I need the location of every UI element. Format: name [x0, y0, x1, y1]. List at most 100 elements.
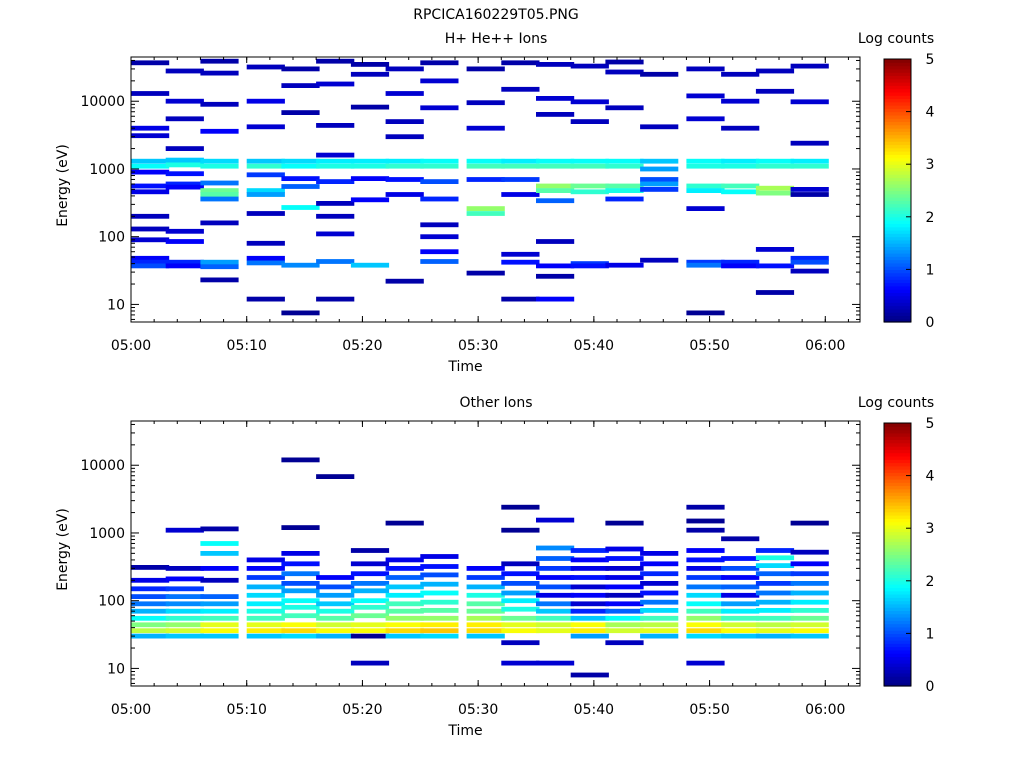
heatmap-cell	[466, 566, 505, 571]
heatmap-cell	[385, 192, 424, 197]
heatmap-cell	[200, 180, 239, 186]
heatmap-cell	[200, 259, 239, 265]
heatmap-cell	[385, 134, 424, 140]
colorbar-segment	[884, 95, 911, 100]
colorbar-segment	[884, 121, 911, 126]
heatmap-cell	[200, 622, 239, 628]
heatmap-cell	[316, 213, 355, 219]
heatmap-cell	[790, 628, 829, 634]
heatmap-cell	[350, 588, 390, 594]
heatmap-cell	[246, 628, 285, 634]
colorbar-tick-label: 5	[926, 416, 935, 432]
heatmap-cell	[131, 169, 170, 175]
heatmap-cell	[246, 158, 285, 164]
heatmap-cell	[200, 101, 239, 107]
colorbar-segment	[884, 256, 911, 261]
colorbar-tick-label: 0	[926, 679, 935, 695]
heatmap-cell	[755, 628, 795, 634]
heatmap-cell	[536, 628, 575, 634]
heatmap-cell	[131, 125, 170, 131]
heatmap-cell	[420, 622, 459, 628]
heatmap-cell	[131, 237, 170, 243]
heatmap-cell	[131, 60, 170, 66]
heatmap-cell	[385, 608, 424, 614]
heatmap-cell	[755, 608, 795, 613]
heatmap-cell	[686, 660, 725, 666]
heatmap-cell	[721, 628, 760, 634]
heatmap-cell	[686, 93, 725, 99]
colorbar-segment	[884, 587, 911, 592]
colorbar-segment	[884, 124, 911, 129]
colorbar-frame	[883, 422, 912, 687]
colorbar-segment	[884, 200, 911, 205]
heatmap-cell	[536, 622, 575, 628]
heatmap-cell	[721, 163, 760, 169]
heatmap-cell	[570, 615, 609, 621]
heatmap-cell	[605, 163, 644, 169]
colorbar-segment	[884, 203, 911, 208]
heatmap-cell	[721, 575, 760, 580]
colorbar-segment	[884, 151, 911, 155]
colorbar-segment	[884, 439, 911, 444]
heatmap-cell	[466, 270, 505, 276]
heatmap-cell	[721, 622, 760, 628]
heatmap-cell	[200, 594, 239, 599]
colorbar-segment	[884, 554, 911, 559]
heatmap-cell	[570, 548, 609, 553]
heatmap-cell	[350, 628, 390, 634]
heatmap-cell	[316, 58, 355, 64]
heatmap-cell	[165, 608, 204, 614]
heatmap-cell	[536, 575, 575, 580]
colorbar-segment	[884, 544, 911, 549]
heatmap-cell	[790, 615, 829, 621]
heatmap-cell	[605, 188, 644, 193]
heatmap-cell	[131, 633, 170, 639]
heatmap-cell	[281, 176, 320, 181]
heatmap-cell	[420, 564, 459, 569]
heatmap-cell	[501, 259, 540, 265]
heatmap-cell	[246, 163, 285, 169]
heatmap-cell	[466, 575, 505, 580]
heatmap-cell	[200, 628, 239, 634]
heatmap-cell	[131, 577, 170, 583]
heatmap-cell	[570, 63, 609, 69]
heatmap-cell	[385, 66, 424, 72]
colorbar-segment	[884, 613, 911, 618]
heatmap-cell	[466, 633, 505, 639]
heatmap-cell	[501, 581, 540, 586]
heatmap-cell	[605, 584, 644, 590]
colorbar-segment	[884, 91, 911, 96]
heatmap-cell	[640, 622, 679, 628]
heatmap-cell	[501, 598, 540, 604]
colorbar-segment	[884, 659, 911, 664]
heatmap-cell	[165, 259, 204, 265]
heatmap-cell	[755, 622, 795, 628]
colorbar-segment	[884, 292, 911, 297]
x-tick-label: 05:50	[689, 338, 729, 354]
heatmap-cell	[755, 563, 795, 568]
heatmap-cell	[281, 588, 320, 594]
heatmap-cell	[501, 192, 540, 197]
heatmap-cell	[686, 557, 725, 563]
heatmap-cell	[131, 608, 170, 614]
colorbar-segment	[884, 469, 911, 473]
colorbar-segment	[884, 524, 911, 529]
heatmap-cell	[686, 527, 725, 533]
heatmap-cell	[200, 615, 239, 621]
heatmap-cell	[131, 263, 170, 269]
heatmap-cell	[570, 99, 609, 105]
colorbar-segment	[884, 636, 911, 641]
heatmap-cell	[790, 63, 829, 69]
heatmap-cell	[466, 615, 505, 621]
heatmap-cell	[200, 163, 239, 169]
colorbar-segment	[884, 114, 911, 119]
heatmap-cell	[501, 86, 540, 92]
heatmap-cell	[536, 96, 575, 101]
colorbar-segment	[884, 62, 911, 67]
panels: 05:00 05:10 05:20 05:30 05:40 05:50 06:00 Time 1…	[55, 31, 935, 739]
colorbar-segment	[884, 462, 911, 467]
heatmap-cell	[570, 633, 609, 639]
heatmap-cell	[165, 576, 204, 582]
heatmap-cell	[200, 188, 239, 193]
colorbar-label: Log counts	[858, 31, 934, 47]
